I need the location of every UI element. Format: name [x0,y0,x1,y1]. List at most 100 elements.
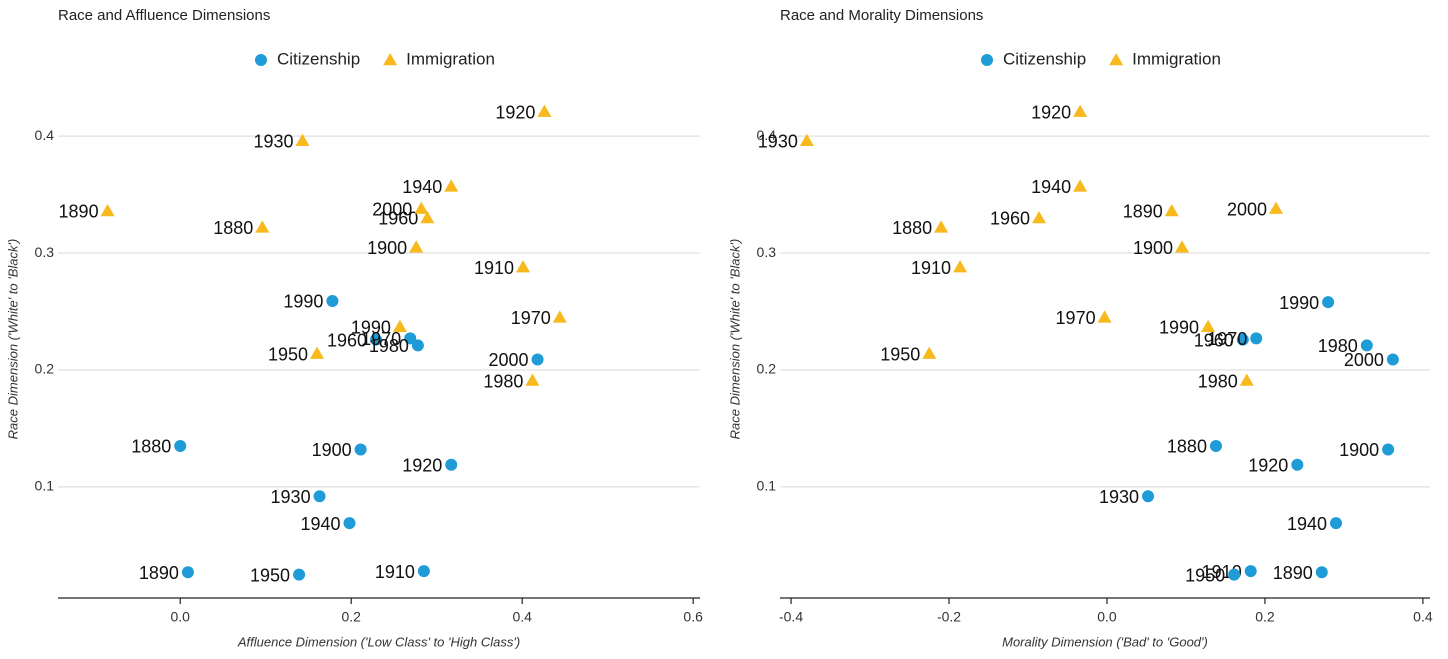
point [1239,373,1254,386]
point-label: 1980 [369,336,409,356]
point-label: 1990 [283,292,323,312]
point-label: 1960 [990,209,1030,229]
point-label: 1890 [1273,563,1313,583]
point [392,319,407,332]
legend-marker [981,54,993,66]
legend-label: Citizenship [277,49,360,68]
x-tick-label: -0.4 [779,609,803,625]
point [1250,332,1263,345]
point-label: 1880 [213,218,253,238]
point [404,332,417,345]
point-label: 1920 [495,102,535,122]
point [1073,179,1088,192]
point [181,566,194,579]
point [1386,353,1399,366]
point-label: 2000 [1344,350,1384,370]
point [1382,443,1395,456]
point-label: 1980 [483,371,523,391]
x-tick-label: 0.4 [1413,609,1433,625]
point [293,568,306,581]
x-axis-label: Affluence Dimension ('Low Class' to 'Hig… [237,634,520,649]
point-label: 1880 [131,437,171,457]
point-label: 1890 [139,563,179,583]
point [313,490,326,503]
point-label: 1890 [1123,202,1163,222]
point-label: 1940 [300,514,340,534]
x-tick-label: 0.2 [341,609,361,625]
point-label: 1900 [367,238,407,258]
point-label: 1990 [1279,293,1319,313]
x-axis-label: Morality Dimension ('Bad' to 'Good') [1002,634,1208,649]
point-label: 1990 [1159,317,1199,337]
point [354,443,367,456]
point [1322,296,1335,309]
point-label: 1960 [1194,330,1234,350]
point [1315,566,1328,579]
y-tick-label: 0.2 [35,361,55,377]
point [516,260,531,273]
chart-title: Race and Morality Dimensions [780,7,983,24]
point [1291,458,1304,471]
point [537,104,552,117]
point [1360,339,1373,352]
point-label: 1950 [880,344,920,364]
point-label: 1970 [1056,308,1096,328]
point [1201,319,1216,332]
point-label: 1930 [253,132,293,152]
point [411,339,424,352]
point-label: 2000 [372,199,412,219]
point-label: 1940 [1287,514,1327,534]
point-label: 1900 [1339,440,1379,460]
point [1164,203,1179,217]
x-tick-label: 0.2 [1255,609,1275,625]
y-tick-label: 0.4 [757,127,777,143]
point-label: 1950 [268,344,308,364]
point-label: 1940 [402,177,442,197]
point-label: 1910 [474,258,514,278]
point-label: 2000 [489,350,529,370]
point [100,203,115,217]
point-label: 1970 [1207,329,1247,349]
point-label: 1900 [1133,238,1173,258]
point [326,294,339,307]
x-tick-label: 0.4 [512,609,532,625]
point [1236,333,1249,346]
point-label: 1950 [250,565,290,585]
point [525,373,540,386]
point [174,439,187,452]
point [1175,240,1190,253]
point-label: 1920 [402,455,442,475]
point [370,333,383,346]
chart-panel: Race and Morality Dimensions Race Dimensi… [727,7,1432,649]
x-tick-label: 0.0 [1097,609,1117,625]
point [255,220,270,233]
point [1330,517,1343,530]
point-label: 1880 [1167,437,1207,457]
point-label: 1980 [1198,371,1238,391]
point [1268,201,1283,214]
point [444,179,459,192]
legend-marker [1109,53,1124,66]
point-label: 1970 [361,329,401,349]
point [1142,490,1155,503]
point-label: 1940 [1031,177,1071,197]
legend-marker [383,53,398,66]
point-label: 2000 [1227,199,1267,219]
legend-marker [255,54,267,66]
point [1097,310,1112,323]
y-tick-label: 0.3 [757,244,777,260]
point-label: 1950 [1185,565,1225,585]
y-axis-label: Race Dimension ('White' to 'Black') [5,239,20,440]
legend-label: Immigration [406,49,495,68]
x-tick-label: -0.2 [937,609,961,625]
point [295,133,310,147]
point [417,565,430,578]
point-label: 1910 [911,258,951,278]
point [953,260,968,273]
point [531,353,544,366]
point-label: 1930 [1099,487,1139,507]
point-label: 1930 [271,487,311,507]
x-tick-label: 0.0 [171,609,191,625]
point [414,201,429,214]
